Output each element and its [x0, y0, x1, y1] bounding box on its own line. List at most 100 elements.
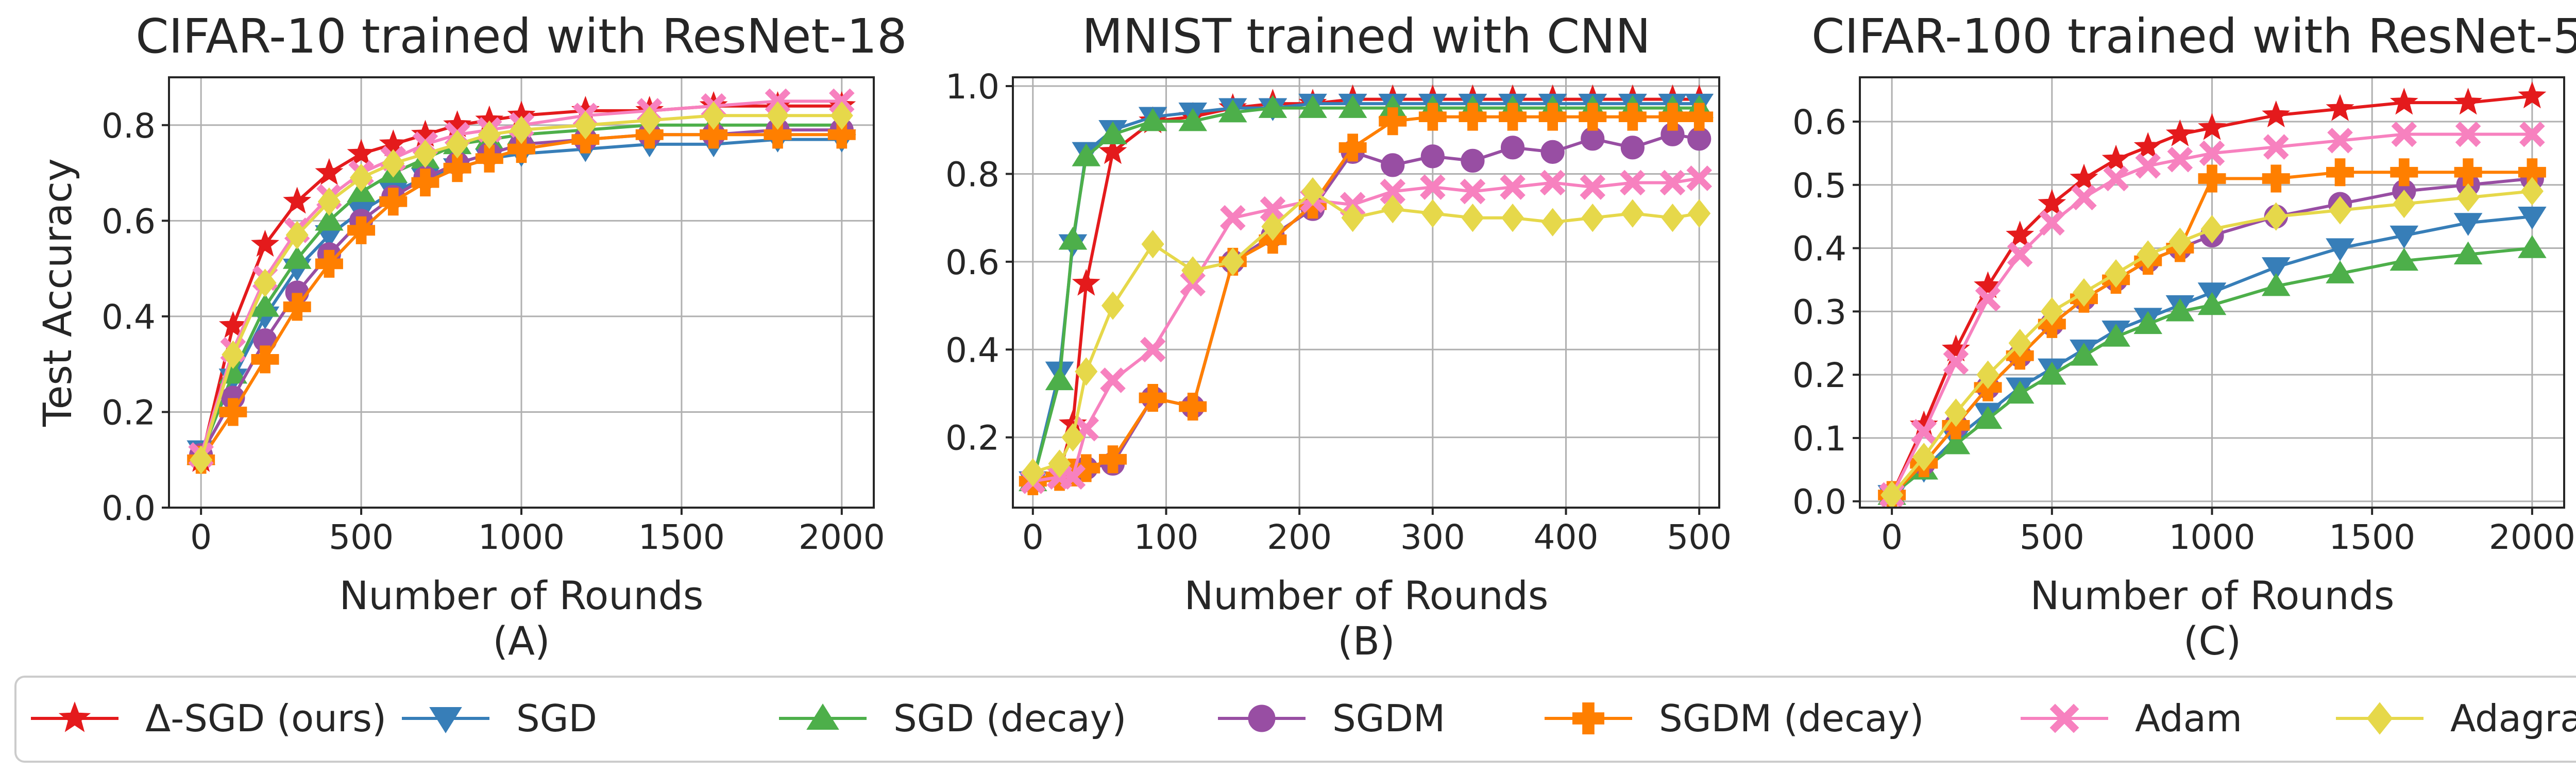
series-marker [2103, 165, 2129, 192]
x-tick-label: 300 [1400, 517, 1465, 557]
series-marker [1380, 178, 1406, 205]
series-marker [2263, 134, 2289, 160]
series-marker [2264, 202, 2287, 231]
series-marker [285, 221, 309, 249]
series-marker [638, 106, 661, 135]
series-line [1890, 132, 2532, 496]
y-tick-label: 0.2 [101, 393, 156, 432]
series-marker [382, 149, 405, 178]
series-marker [1298, 95, 1327, 118]
series-line [199, 114, 842, 461]
panels: 0 500 1000 1500 20000.00.20.40.60.8CIFAR-10 … [35, 9, 2576, 664]
series-marker [571, 125, 600, 154]
x-tick-label: 500 [329, 517, 394, 557]
series-marker [1098, 137, 1127, 164]
series-marker [1658, 103, 1687, 131]
legend-marker [2366, 702, 2393, 735]
series-marker [2261, 273, 2291, 296]
series-marker [827, 121, 856, 149]
series-marker [2261, 257, 2291, 280]
series-marker [2518, 235, 2547, 258]
legend-entry: SGD [402, 697, 597, 740]
series-marker [443, 154, 471, 182]
series-marker [251, 345, 279, 374]
series-marker [2453, 241, 2483, 265]
y-tick-label: 0.3 [1792, 292, 1846, 332]
series-marker [507, 135, 535, 163]
series-marker [1139, 383, 1167, 412]
series-marker [411, 169, 439, 197]
series-marker [1220, 205, 1246, 231]
series-marker [702, 101, 725, 130]
series-marker [2518, 81, 2547, 109]
series-marker [446, 130, 469, 159]
series-marker [1538, 103, 1567, 131]
series-line [1890, 190, 2533, 496]
series-marker [2167, 146, 2193, 173]
series-marker [1381, 195, 1404, 224]
x-axis-label: Number of Rounds [2030, 573, 2395, 618]
series-marker [2102, 324, 2130, 347]
series-marker [1880, 480, 1904, 508]
y-tick-label: 0.4 [1792, 229, 1846, 269]
series-line [199, 133, 842, 461]
series-marker [250, 294, 280, 317]
series-marker [1072, 454, 1100, 482]
series-marker [347, 216, 376, 244]
x-tick-label: 1000 [478, 517, 565, 557]
series-marker [1581, 127, 1605, 151]
series-marker [1420, 174, 1446, 200]
series-marker [1459, 103, 1487, 131]
series-marker [1072, 268, 1100, 296]
series-marker [1099, 445, 1127, 474]
series-marker [2262, 164, 2290, 193]
y-tick-label: 0.0 [1792, 482, 1846, 522]
series-marker [1338, 95, 1367, 118]
series-marker [1976, 360, 1999, 389]
series-marker [2168, 227, 2192, 256]
x-tick-label: 2000 [2489, 517, 2575, 557]
series-marker [2165, 119, 2194, 146]
x-tick-label: 1500 [2329, 517, 2415, 557]
series-marker [1620, 170, 1646, 196]
series-marker [1941, 431, 1971, 455]
series-marker [2008, 329, 2031, 358]
chart-title: CIFAR-100 trained with ResNet-50 [1811, 9, 2576, 64]
series-marker [1579, 103, 1607, 131]
series-marker [1138, 108, 1167, 131]
series-marker [1686, 165, 1713, 191]
x-axis-label: Number of Rounds [340, 573, 704, 618]
series-marker [1100, 367, 1126, 393]
x-tick-label: 200 [1267, 517, 1332, 557]
series-marker [1500, 174, 1526, 200]
series-marker [1341, 204, 1364, 232]
series-marker [2200, 215, 2224, 244]
y-tick-label: 1.0 [945, 67, 999, 107]
series-marker [1420, 144, 1445, 169]
series-marker [1974, 271, 2003, 298]
y-tick-label: 0.2 [945, 418, 999, 458]
x-tick-label: 100 [1133, 517, 1198, 557]
series-marker [1221, 247, 1244, 276]
y-tick-label: 0.0 [101, 489, 156, 528]
x-tick-label: 400 [1534, 517, 1599, 557]
legend-entry: Adagrad [2336, 697, 2576, 740]
series-marker [2518, 206, 2547, 230]
series-marker [1140, 337, 1166, 363]
series-marker [2102, 144, 2130, 172]
series-marker [574, 111, 597, 140]
series-marker [1178, 108, 1208, 131]
series-marker [1060, 464, 1086, 490]
series-marker [1338, 133, 1367, 162]
series-marker [2327, 127, 2353, 154]
series-marker [766, 101, 789, 130]
series-marker [1261, 212, 1284, 241]
panel-letter: (C) [2183, 618, 2241, 664]
series-marker [2326, 158, 2354, 187]
series-marker [1539, 170, 1566, 196]
series-marker [475, 144, 503, 173]
y-tick-label: 0.4 [101, 297, 156, 337]
series-marker [1061, 423, 1084, 452]
series-marker [350, 163, 373, 192]
